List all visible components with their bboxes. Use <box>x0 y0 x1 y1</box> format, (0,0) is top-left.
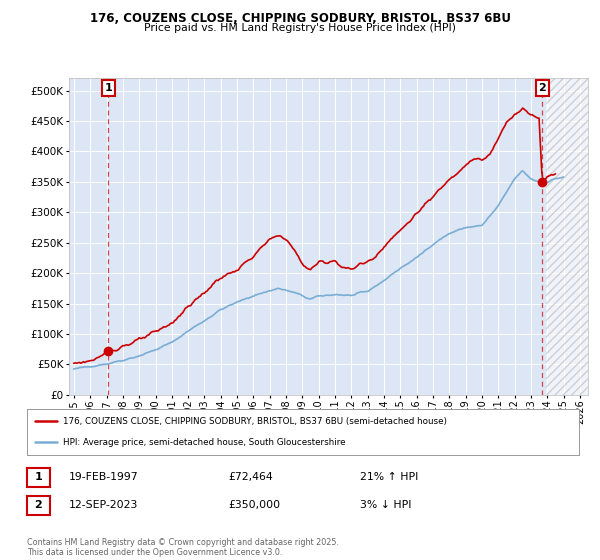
Bar <box>545 78 588 395</box>
Text: 176, COUZENS CLOSE, CHIPPING SODBURY, BRISTOL, BS37 6BU (semi-detached house): 176, COUZENS CLOSE, CHIPPING SODBURY, BR… <box>63 417 447 426</box>
Text: 2: 2 <box>538 83 546 93</box>
Text: 1: 1 <box>104 83 112 93</box>
Text: £72,464: £72,464 <box>228 472 273 482</box>
Text: Price paid vs. HM Land Registry's House Price Index (HPI): Price paid vs. HM Land Registry's House … <box>144 23 456 33</box>
Text: 12-SEP-2023: 12-SEP-2023 <box>69 500 139 510</box>
Text: 1: 1 <box>35 472 42 482</box>
Text: 21% ↑ HPI: 21% ↑ HPI <box>360 472 418 482</box>
Bar <box>545 78 588 395</box>
Text: 176, COUZENS CLOSE, CHIPPING SODBURY, BRISTOL, BS37 6BU: 176, COUZENS CLOSE, CHIPPING SODBURY, BR… <box>89 12 511 25</box>
Text: 19-FEB-1997: 19-FEB-1997 <box>69 472 139 482</box>
Text: 3% ↓ HPI: 3% ↓ HPI <box>360 500 412 510</box>
Text: £350,000: £350,000 <box>228 500 280 510</box>
Text: Contains HM Land Registry data © Crown copyright and database right 2025.
This d: Contains HM Land Registry data © Crown c… <box>27 538 339 557</box>
Text: 2: 2 <box>35 500 42 510</box>
Text: HPI: Average price, semi-detached house, South Gloucestershire: HPI: Average price, semi-detached house,… <box>63 438 346 447</box>
